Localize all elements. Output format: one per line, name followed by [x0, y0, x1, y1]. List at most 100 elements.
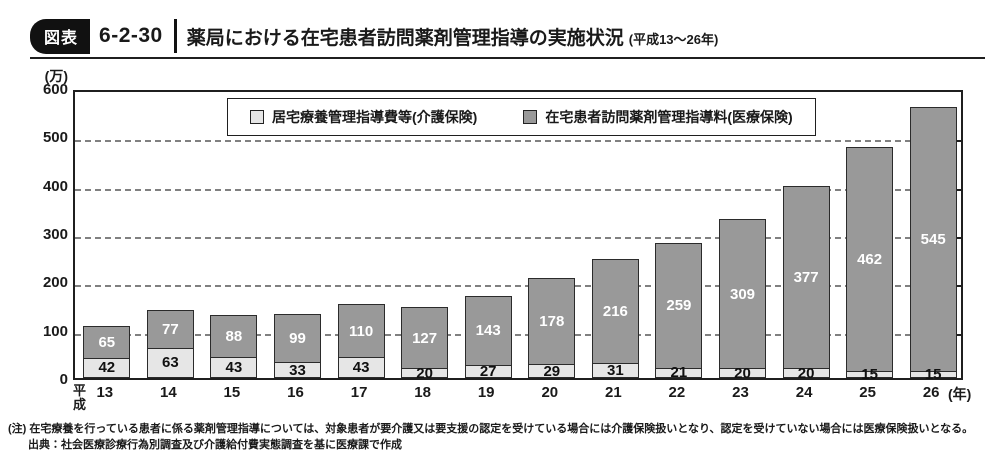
legend: 居宅療養管理指導費等(介護保険) 在宅患者訪問薬剤管理指導料(医療保険)	[227, 98, 816, 136]
bar-value-label: 42	[98, 359, 116, 377]
note-text: (注) 在宅療養を行っている患者に係る薬剤管理指導については、対象患者が要介護又…	[8, 423, 974, 435]
figure-title: 薬局における在宅患者訪問薬剤管理指導の実施状況	[186, 27, 624, 49]
legend-swatch-gray	[523, 110, 538, 124]
bar-value-label: 377	[793, 269, 819, 287]
x-tick-label-13: 13	[96, 384, 114, 401]
bar-group-23: 309 20	[719, 92, 766, 381]
bar-value-label: 15	[924, 365, 942, 383]
bar-group-20: 178 29	[528, 92, 576, 380]
y-axis-unit: (万)	[44, 68, 68, 84]
bar-value-label: 143	[475, 322, 501, 340]
figure-number: 6-2-30	[99, 24, 163, 47]
x-tick-label-19: 19	[477, 384, 495, 401]
bar-group-13: 65 42	[83, 92, 131, 378]
x-axis-unit: (年)	[948, 386, 972, 402]
header-rule	[30, 57, 985, 59]
x-tick-label-23: 23	[732, 384, 749, 401]
bar-segment-medical: 545	[909, 107, 957, 371]
x-tick-label-18: 18	[414, 384, 431, 401]
right-tick-100	[953, 333, 961, 336]
gridline-200	[75, 285, 961, 288]
bar-value-label: 545	[920, 231, 946, 248]
x-axis-era-label: 平成	[72, 383, 86, 412]
legend-item-kaigo: 居宅療養管理指導費等(介護保険)	[250, 107, 477, 127]
bar-segment-kaigo: 43	[210, 357, 258, 378]
bar-value-label: 99	[289, 330, 306, 348]
bar-group-22: 259 21	[655, 92, 703, 382]
bar-segment-medical: 309	[719, 219, 766, 369]
source-text: 出典：社会医療診療行為別調査及び介護給付費実態調査を基に医療課で作成	[28, 439, 402, 451]
bar-segment-medical: 377	[782, 186, 830, 369]
bar-value-label: 88	[225, 327, 243, 345]
bar-value-label: 20	[797, 364, 815, 382]
bar-segment-medical: 88	[210, 314, 258, 358]
bar-value-label: 43	[225, 359, 243, 377]
header-divider	[173, 19, 177, 53]
bar-segment-kaigo: 63	[146, 347, 194, 378]
bar-value-label: 462	[857, 251, 883, 269]
y-tick-label-600: 600	[42, 81, 68, 98]
bar-group-15: 88 43	[210, 92, 258, 378]
bar-segment-medical: 178	[528, 278, 576, 364]
bar-value-label: 20	[416, 364, 433, 382]
x-tick-label-21: 21	[605, 384, 622, 401]
gridline-300	[75, 237, 961, 239]
bar-value-label: 31	[607, 362, 624, 379]
bar-segment-medical: 462	[846, 147, 894, 371]
figure-subtitle: (平成13～26年)	[628, 31, 719, 47]
bar-value-label: 21	[670, 364, 688, 382]
bar-segment-kaigo: 43	[337, 357, 385, 378]
bar-group-14: 77 63	[146, 92, 194, 378]
bars: 65 42 77 63 88 43 99 33 110 43 127 20 143 27 178 29 216 3…	[75, 92, 961, 382]
bar-segment-kaigo: 21	[655, 364, 703, 382]
y-tick-label-300: 300	[42, 226, 68, 243]
y-tick-label-0: 0	[59, 371, 68, 388]
bar-group-18: 127 20	[401, 92, 449, 382]
bar-group-24: 377 20	[782, 92, 830, 382]
bar-segment-kaigo: 29	[528, 362, 576, 380]
x-tick-label-14: 14	[160, 384, 177, 401]
gridline-400	[75, 188, 961, 191]
footnotes: (注) 在宅療養を行っている患者に係る薬剤管理指導については、対象患者が要介護又…	[8, 421, 996, 453]
gridline-500	[75, 140, 961, 143]
x-tick-label-26: 26	[922, 384, 940, 401]
bar-value-label: 216	[602, 302, 628, 320]
x-tick-label-20: 20	[541, 384, 559, 401]
bar-value-label: 29	[543, 362, 561, 380]
chart-area: (万) 0 100 200 300 400 500 600 65 42 77 63 88 43 99 33…	[0, 62, 1000, 420]
bar-value-label: 27	[479, 363, 497, 380]
bar-segment-kaigo: 20	[401, 364, 449, 382]
bar-segment-medical: 77	[146, 310, 194, 348]
bar-segment-medical: 65	[83, 326, 131, 358]
bar-value-label: 63	[162, 354, 179, 372]
y-tick-label-500: 500	[42, 129, 68, 147]
x-tick-label-24: 24	[795, 384, 813, 401]
bar-segment-medical: 127	[401, 306, 449, 369]
bar-value-label: 33	[289, 361, 306, 379]
bar-segment-medical: 216	[591, 258, 639, 363]
bar-segment-medical: 259	[655, 242, 703, 368]
bar-value-label: 259	[666, 297, 692, 315]
x-tick-label-17: 17	[350, 384, 368, 401]
bar-group-25: 462 15	[846, 92, 894, 382]
bar-group-17: 110 43	[337, 92, 385, 378]
legend-item-iryo: 在宅患者訪問薬剤管理指導料(医療保険)	[523, 107, 793, 127]
x-tick-label-25: 25	[859, 384, 876, 401]
figure-badge: 図表	[30, 18, 91, 54]
legend-label-kaigo: 居宅療養管理指導費等(介護保険)	[272, 109, 478, 125]
bar-value-label: 77	[162, 321, 179, 339]
bar-segment-medical: 99	[274, 314, 321, 363]
bar-group-19: 143 27	[464, 92, 512, 380]
bar-segment-medical: 143	[464, 295, 512, 365]
bar-value-label: 309	[729, 285, 756, 303]
plot-area: 65 42 77 63 88 43 99 33 110 43 127 20 143 27 178 29 216 3…	[73, 90, 963, 382]
bar-group-21: 216 31	[591, 92, 639, 379]
bar-segment-kaigo: 20	[719, 366, 766, 381]
right-tick-200	[953, 285, 961, 288]
right-tick-500	[953, 140, 961, 143]
bar-segment-kaigo: 15	[846, 367, 894, 382]
bar-segment-kaigo: 20	[782, 364, 830, 382]
bar-segment-kaigo: 33	[274, 362, 321, 378]
bar-segment-kaigo: 15	[909, 367, 957, 382]
